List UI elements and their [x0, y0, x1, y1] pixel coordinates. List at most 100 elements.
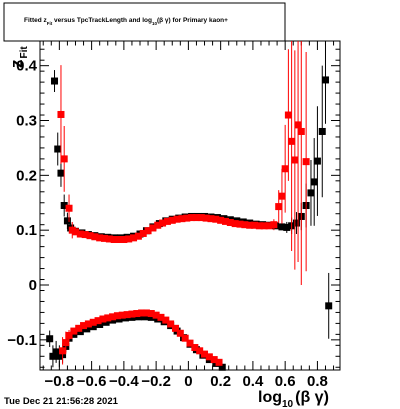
- red-point: [134, 232, 142, 240]
- red-point: [76, 230, 84, 238]
- red-point: [101, 234, 109, 242]
- red-point: [191, 344, 199, 352]
- red-point: [231, 220, 239, 228]
- red-point: [89, 318, 97, 326]
- red-point: [167, 320, 175, 328]
- red-point: [188, 214, 196, 222]
- y-tick-label: 0.3: [16, 113, 37, 130]
- red-point: [196, 347, 204, 355]
- red-point: [270, 221, 278, 229]
- black-point: [141, 313, 149, 321]
- red-point: [152, 311, 160, 319]
- y-tick-label: 0.2: [16, 167, 37, 184]
- red-point: [94, 317, 102, 325]
- red-point: [104, 314, 112, 322]
- black-point: [313, 157, 321, 165]
- red-point: [75, 324, 83, 332]
- red-point: [186, 339, 194, 347]
- x-axis-title: log10 (β γ): [258, 389, 329, 409]
- red-point: [251, 221, 259, 229]
- y-tick-label: 0.1: [16, 222, 37, 239]
- red-point: [163, 217, 171, 225]
- red-point: [84, 320, 92, 328]
- red-point: [157, 313, 165, 321]
- y-tick-label: −0.1: [7, 332, 37, 349]
- x-tick-label: −0.8: [45, 373, 75, 390]
- red-point: [176, 329, 184, 337]
- red-point: [236, 220, 244, 228]
- y-tick-label: 0: [29, 277, 37, 294]
- black-point: [49, 352, 57, 360]
- black-point: [278, 223, 286, 231]
- red-point: [81, 231, 89, 239]
- red-point: [192, 214, 200, 222]
- x-tick-label: −0.6: [77, 373, 107, 390]
- black-point: [52, 348, 60, 356]
- red-point: [210, 356, 218, 364]
- x-tick-label: 0.8: [307, 373, 328, 390]
- red-point: [109, 313, 117, 321]
- red-point: [205, 353, 213, 361]
- red-point: [71, 228, 79, 236]
- black-point: [60, 202, 68, 209]
- red-point: [294, 121, 302, 129]
- black-point: [96, 320, 104, 328]
- red-point: [59, 347, 67, 355]
- red-point: [142, 309, 150, 317]
- black-point: [46, 335, 54, 343]
- red-point: [144, 227, 152, 235]
- axis-tick-labels: −0.8 −0.6 −0.4 −0.2 0 0.2 0.4 0.6 0.8 −0.1 0 0.1 0.2…: [7, 58, 327, 390]
- red-point: [255, 222, 263, 230]
- red-point: [60, 155, 68, 163]
- red-point: [162, 316, 170, 324]
- red-point: [297, 127, 305, 135]
- red-point: [113, 312, 121, 320]
- red-point: [65, 204, 73, 212]
- red-point: [130, 234, 138, 242]
- red-point: [215, 358, 223, 366]
- red-point: [241, 221, 249, 229]
- red-point: [173, 215, 181, 223]
- red-point: [284, 111, 292, 119]
- x-tick-label: −0.2: [141, 373, 171, 390]
- y-tick-label: 0.4: [16, 58, 38, 75]
- plot-frame: [39, 40, 341, 371]
- black-point: [283, 223, 291, 231]
- red-point: [70, 327, 78, 335]
- red-point: [260, 222, 268, 230]
- x-tick-label: −0.4: [109, 373, 139, 390]
- black-point: [310, 178, 318, 186]
- red-point: [275, 203, 283, 211]
- black-point: [307, 189, 315, 197]
- red-point: [123, 311, 131, 319]
- black-point: [318, 127, 326, 135]
- x-tick-label: 0: [184, 373, 192, 390]
- black-point: [51, 77, 59, 85]
- red-point: [115, 235, 123, 243]
- red-point: [154, 221, 162, 229]
- red-point: [202, 214, 210, 222]
- red-point: [65, 331, 73, 339]
- x-tick-label: 0.4: [242, 373, 264, 390]
- red-point: [139, 229, 147, 237]
- red-point: [138, 309, 146, 317]
- red-point: [207, 215, 215, 223]
- red-point: [181, 334, 189, 342]
- red-point: [201, 350, 209, 358]
- red-point: [197, 214, 205, 222]
- red-point: [183, 214, 191, 222]
- red-point: [291, 156, 299, 164]
- black-point: [321, 76, 329, 84]
- red-point: [171, 324, 179, 332]
- black-point: [325, 302, 333, 310]
- red-point: [278, 192, 286, 200]
- red-point: [62, 339, 70, 347]
- red-point: [265, 222, 273, 230]
- black-point: [54, 145, 62, 153]
- chart-title: Fitted zFit versus TpcTrackLength and lo…: [24, 17, 228, 26]
- black-point: [218, 363, 226, 371]
- black-point: [63, 217, 71, 225]
- red-point: [288, 137, 296, 145]
- red-point: [105, 235, 113, 243]
